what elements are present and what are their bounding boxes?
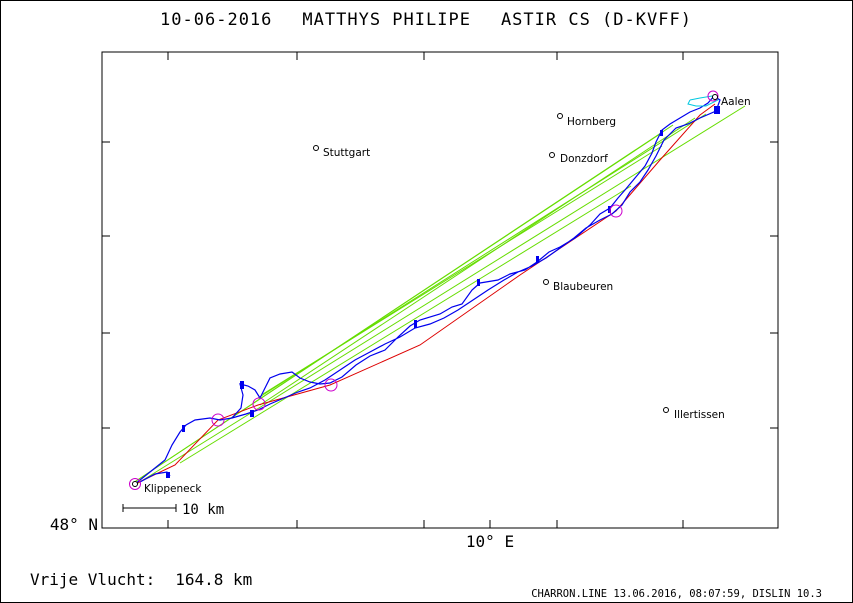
turnpoint-2	[252, 397, 266, 411]
track-markers	[166, 106, 720, 478]
turnpoint-aalen	[707, 90, 719, 102]
turnpoint-3	[324, 378, 338, 392]
city-donzdorf: Donzdorf	[549, 152, 608, 165]
turnpoint-1	[211, 413, 225, 427]
title-pilot: MATTHYS PHILIPE	[302, 10, 471, 30]
city-label-klippeneck: Klippeneck	[144, 483, 202, 495]
city-label-illertissen: Illertissen	[674, 409, 725, 421]
city-label-blaubeuren: Blaubeuren	[553, 281, 613, 293]
city-hornberg: Hornberg	[557, 113, 616, 128]
chart-title: 10-06-2016 MATTHYS PHILIPE ASTIR CS (D-KVF…	[160, 10, 692, 30]
turnpoint-4	[609, 204, 623, 218]
city-label-stuttgart: Stuttgart	[323, 147, 370, 159]
city-klippeneck: Klippeneck	[132, 481, 202, 495]
city-markers: Aalen Hornberg Stuttgart Donzdorf Blaube…	[132, 94, 751, 495]
city-label-hornberg: Hornberg	[567, 116, 616, 128]
series-green-lines	[132, 105, 746, 486]
series-red-task	[134, 103, 716, 485]
city-stuttgart: Stuttgart	[313, 145, 370, 159]
title-date: 10-06-2016	[160, 10, 272, 30]
axis-ticks	[102, 52, 778, 528]
city-blaubeuren: Blaubeuren	[543, 279, 613, 293]
x-axis-label: 10° E	[466, 532, 514, 551]
turnpoints	[129, 90, 719, 490]
scale-bar-label: 10 km	[182, 502, 224, 518]
credits-line: CHARRON.LINE 13.06.2016, 08:07:59, DISLI…	[531, 588, 822, 600]
title-glider: ASTIR CS (D-KVFF)	[501, 10, 692, 30]
plot-area	[101, 51, 779, 529]
series-blue-track	[134, 95, 721, 485]
distance-label: Vrije Vlucht:	[30, 570, 155, 589]
city-label-donzdorf: Donzdorf	[560, 153, 608, 165]
y-axis-label: 48° N	[50, 515, 98, 534]
distance-value: 164.8 km	[175, 570, 252, 589]
city-aalen: Aalen	[712, 94, 751, 108]
city-illertissen: Illertissen	[663, 407, 725, 421]
turnpoint-start	[129, 478, 141, 490]
city-label-aalen: Aalen	[721, 96, 751, 108]
distance-readout: Vrije Vlucht: 164.8 km	[30, 570, 252, 589]
series-cyan-track	[687, 95, 719, 107]
scale-bar: 10 km	[122, 502, 224, 518]
